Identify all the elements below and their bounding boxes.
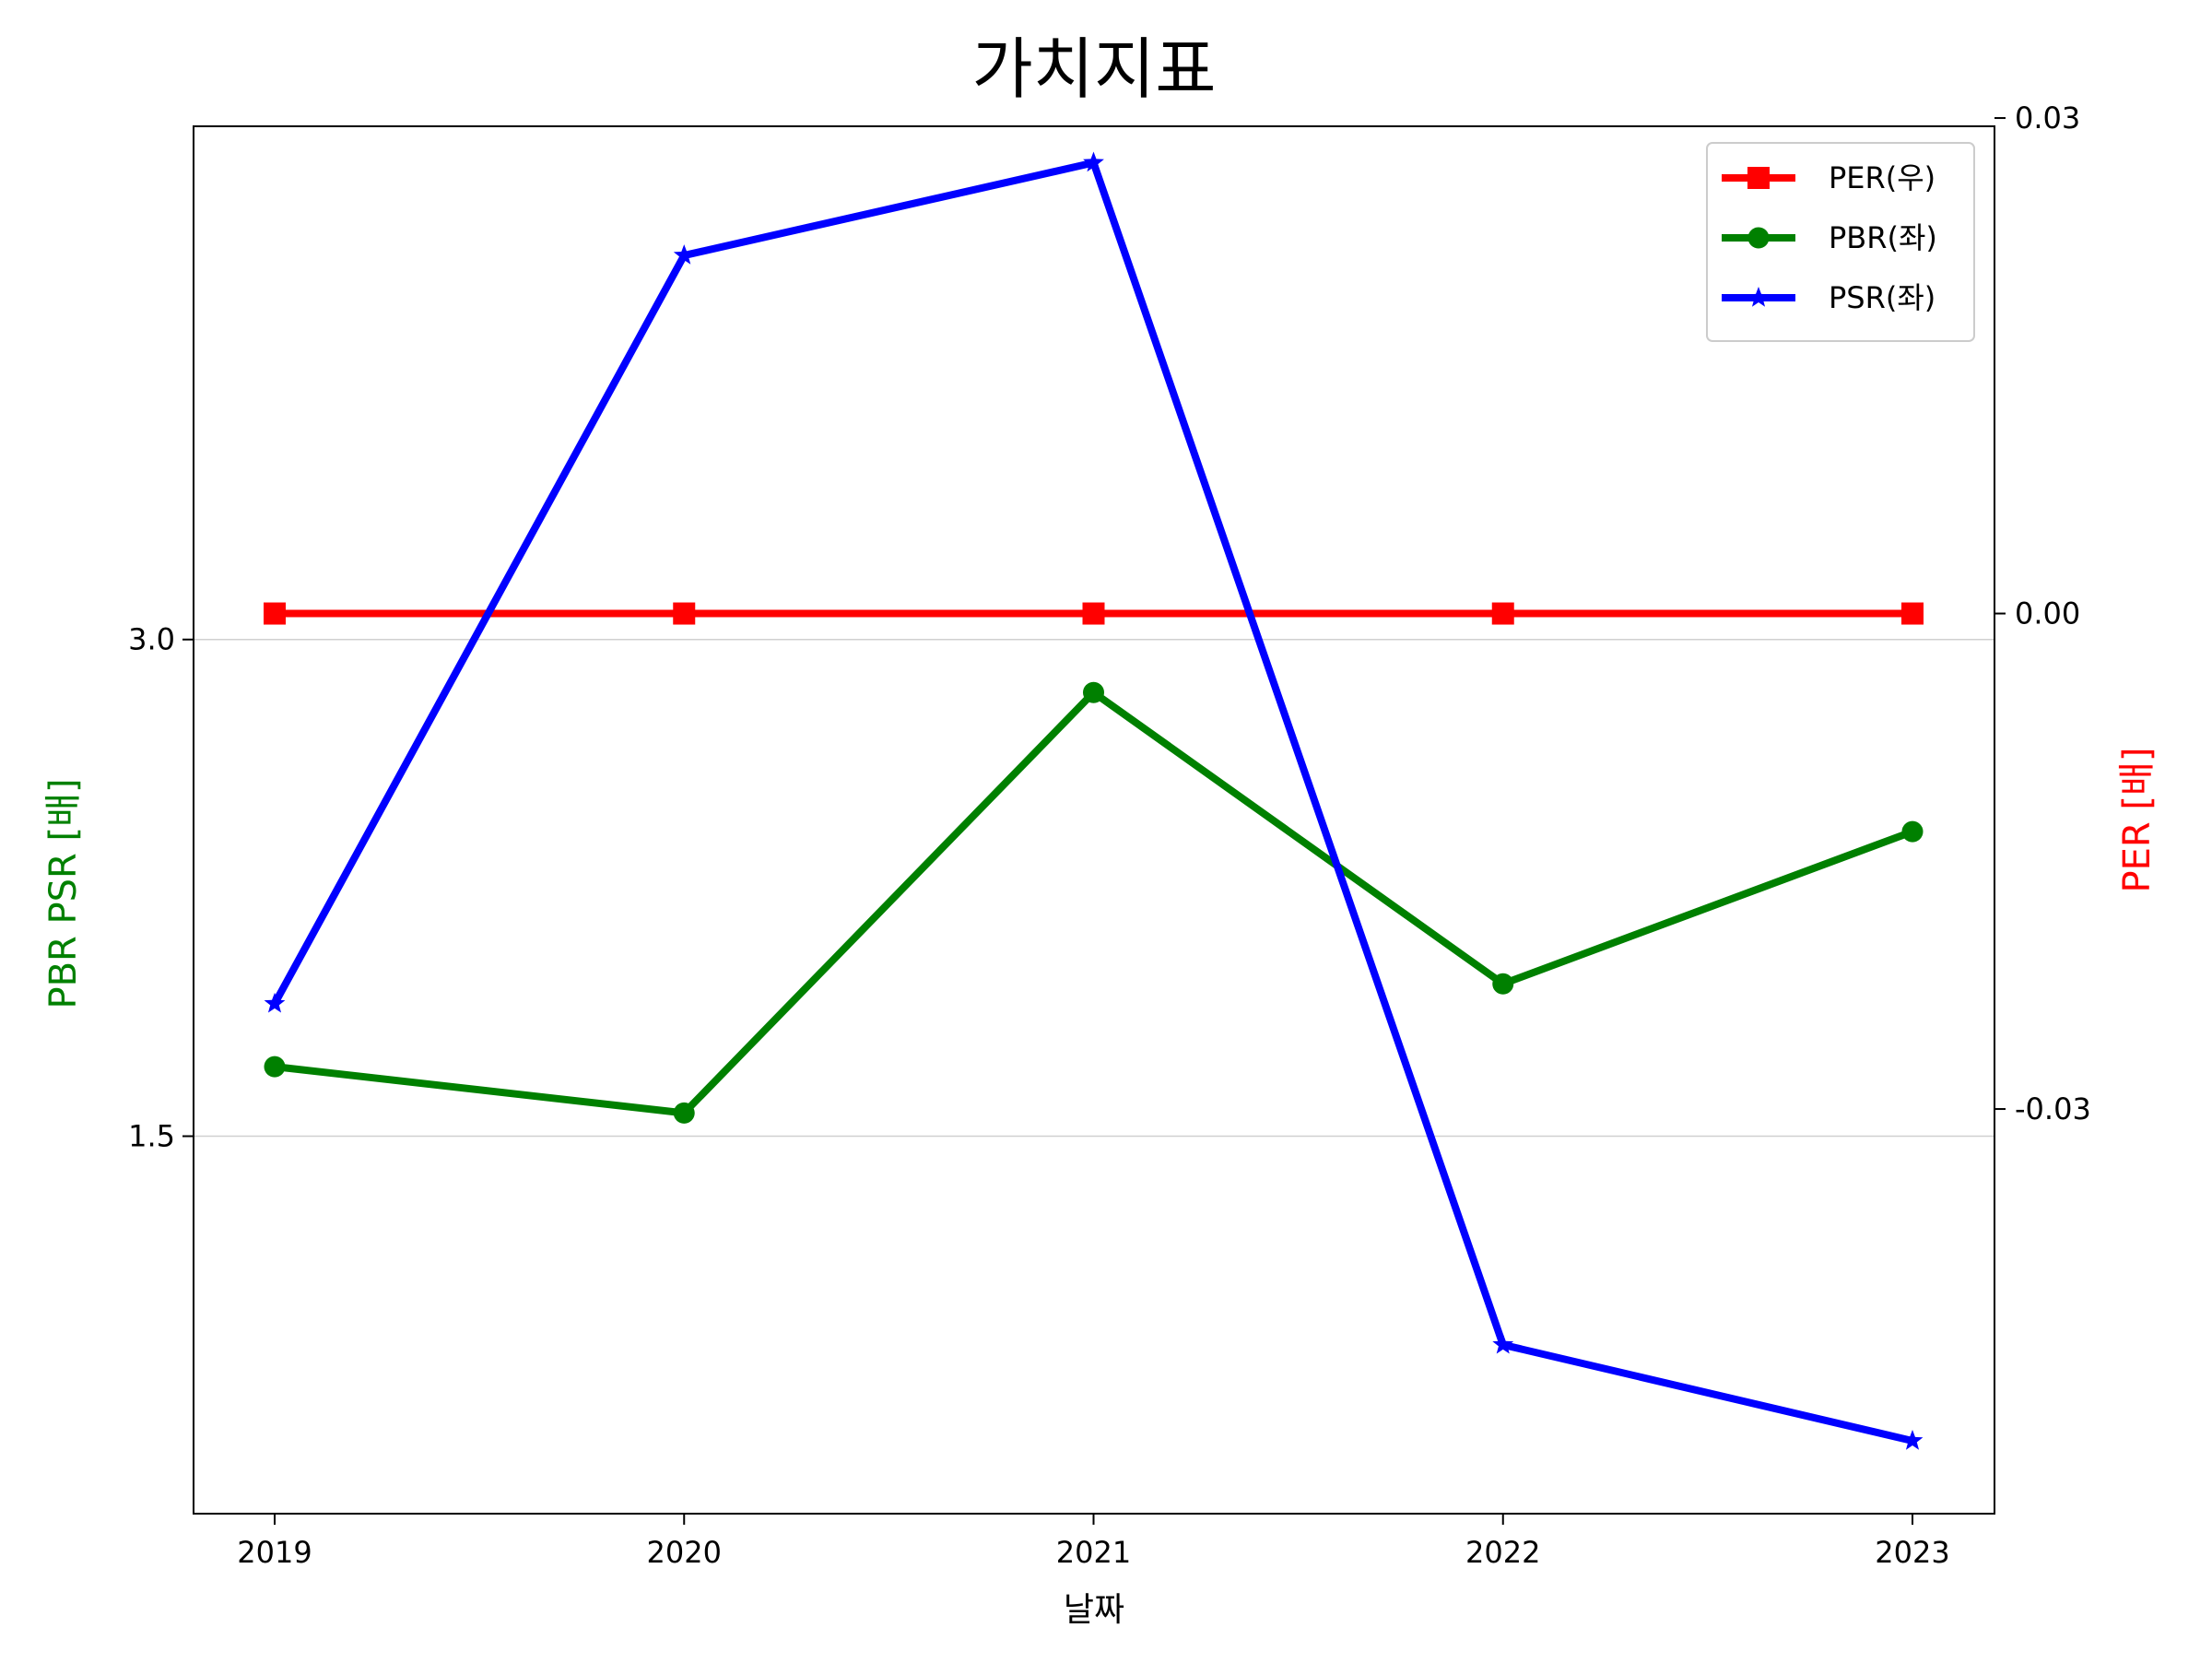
y-right-ticks: 0.03 0.00 -0.03 (1994, 100, 2091, 1126)
data-point (1492, 1333, 1514, 1354)
legend-box (1706, 142, 1975, 342)
data-point (673, 1102, 695, 1124)
data-point (1901, 602, 1924, 625)
x-axis-label: 날짜 (1064, 1591, 1124, 1629)
x-tick-label: 2023 (1875, 1535, 1949, 1570)
x-ticks: 2019 2020 2021 2022 2023 (237, 1514, 1950, 1570)
legend-item: PER(우) (1722, 160, 1936, 195)
legend: PER(우) PBR(좌) PSR(좌) (1706, 142, 1975, 342)
legend-label: PER(우) (1829, 160, 1936, 195)
data-point (1082, 602, 1105, 625)
y-right-tick-label: -0.03 (2015, 1091, 2091, 1126)
series-PSR(좌) (264, 151, 1924, 1450)
chart-title: 가치지표 (972, 30, 1217, 108)
series-line (271, 159, 1916, 1445)
series-group (264, 151, 1924, 1450)
y-right-tick-label: 0.03 (2015, 100, 2080, 136)
data-point (1492, 973, 1514, 995)
data-point (673, 244, 695, 265)
series-line (271, 689, 1916, 1117)
data-point (1083, 151, 1104, 172)
x-tick-label: 2021 (1056, 1535, 1131, 1570)
legend-label: PBR(좌) (1829, 220, 1937, 255)
data-point (264, 602, 286, 625)
data-point (264, 1056, 286, 1078)
y-left-tick-label: 1.5 (128, 1119, 175, 1154)
y-right-tick-label: 0.00 (2015, 596, 2080, 631)
series-PER(우) (264, 602, 1924, 625)
legend-marker (1747, 287, 1770, 307)
x-tick-label: 2020 (647, 1535, 722, 1570)
legend-marker (1747, 167, 1770, 189)
legend-marker (1747, 227, 1770, 249)
data-point (1901, 820, 1924, 843)
x-tick-label: 2019 (237, 1535, 312, 1570)
y-axis-right-label: PER [배] (2116, 748, 2159, 893)
data-point (1083, 681, 1104, 703)
x-tick-label: 2022 (1465, 1535, 1540, 1570)
y-left-ticks: 3.0 1.5 (128, 622, 194, 1154)
legend-label: PSR(좌) (1829, 280, 1936, 315)
y-left-tick-label: 3.0 (128, 622, 175, 657)
legend-item: PBR(좌) (1722, 220, 1937, 255)
data-point (264, 992, 286, 1013)
legend-item: PSR(좌) (1722, 280, 1936, 315)
grid-lines (194, 638, 1994, 1138)
data-point (673, 602, 696, 625)
y-axis-left-label: PBR PSR [배] (42, 778, 85, 1008)
data-point (1901, 1429, 1924, 1450)
series-PBR(좌) (264, 681, 1924, 1124)
data-point (1491, 602, 1514, 625)
